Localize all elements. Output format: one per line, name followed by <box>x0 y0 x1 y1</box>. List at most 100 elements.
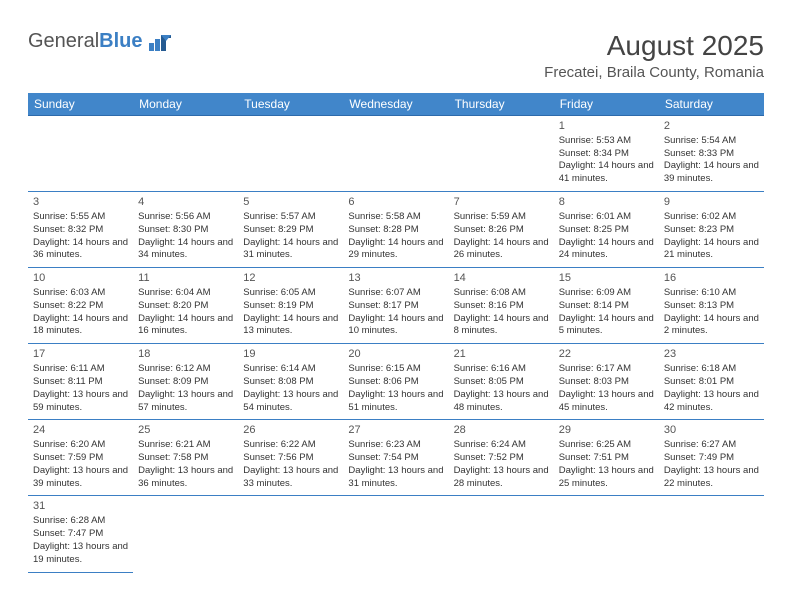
day-number: 12 <box>243 271 338 286</box>
sunrise: Sunrise: 6:27 AM <box>664 439 759 452</box>
logo-text-a: General <box>28 30 99 52</box>
sunrise: Sunrise: 5:55 AM <box>33 211 128 224</box>
sunrise: Sunrise: 6:04 AM <box>138 287 233 300</box>
empty-cell <box>343 496 448 572</box>
day-cell: 14Sunrise: 6:08 AMSunset: 8:16 PMDayligh… <box>449 268 554 344</box>
day-number: 24 <box>33 423 128 438</box>
daylight: Daylight: 14 hours and 8 minutes. <box>454 313 549 339</box>
day-number: 25 <box>138 423 233 438</box>
day-info: Sunrise: 6:07 AMSunset: 8:17 PMDaylight:… <box>348 287 443 338</box>
day-info: Sunrise: 6:02 AMSunset: 8:23 PMDaylight:… <box>664 211 759 262</box>
sunrise: Sunrise: 6:28 AM <box>33 515 128 528</box>
day-cell: 11Sunrise: 6:04 AMSunset: 8:20 PMDayligh… <box>133 268 238 344</box>
empty-cell <box>238 496 343 572</box>
sunset: Sunset: 8:09 PM <box>138 376 233 389</box>
sunrise: Sunrise: 6:18 AM <box>664 363 759 376</box>
day-info: Sunrise: 6:23 AMSunset: 7:54 PMDaylight:… <box>348 439 443 490</box>
calendar-row: 1Sunrise: 5:53 AMSunset: 8:34 PMDaylight… <box>28 116 764 192</box>
sunrise: Sunrise: 6:21 AM <box>138 439 233 452</box>
sunrise: Sunrise: 6:09 AM <box>559 287 654 300</box>
daylight: Daylight: 14 hours and 29 minutes. <box>348 237 443 263</box>
daylight: Daylight: 14 hours and 36 minutes. <box>33 237 128 263</box>
daylight: Daylight: 13 hours and 59 minutes. <box>33 389 128 415</box>
day-header: Friday <box>554 93 659 116</box>
sunset: Sunset: 7:49 PM <box>664 452 759 465</box>
calendar-row: 3Sunrise: 5:55 AMSunset: 8:32 PMDaylight… <box>28 192 764 268</box>
day-number: 7 <box>454 195 549 210</box>
day-info: Sunrise: 6:05 AMSunset: 8:19 PMDaylight:… <box>243 287 338 338</box>
day-cell: 16Sunrise: 6:10 AMSunset: 8:13 PMDayligh… <box>659 268 764 344</box>
day-header-row: SundayMondayTuesdayWednesdayThursdayFrid… <box>28 93 764 116</box>
logo-text-b: Blue <box>99 30 142 52</box>
day-number: 3 <box>33 195 128 210</box>
day-cell: 25Sunrise: 6:21 AMSunset: 7:58 PMDayligh… <box>133 420 238 496</box>
daylight: Daylight: 13 hours and 39 minutes. <box>33 465 128 491</box>
sunrise: Sunrise: 6:02 AM <box>664 211 759 224</box>
daylight: Daylight: 14 hours and 16 minutes. <box>138 313 233 339</box>
sunset: Sunset: 8:14 PM <box>559 300 654 313</box>
day-number: 16 <box>664 271 759 286</box>
daylight: Daylight: 14 hours and 13 minutes. <box>243 313 338 339</box>
day-number: 27 <box>348 423 443 438</box>
day-info: Sunrise: 6:01 AMSunset: 8:25 PMDaylight:… <box>559 211 654 262</box>
daylight: Daylight: 14 hours and 39 minutes. <box>664 160 759 186</box>
sunset: Sunset: 8:03 PM <box>559 376 654 389</box>
day-cell: 28Sunrise: 6:24 AMSunset: 7:52 PMDayligh… <box>449 420 554 496</box>
sunset: Sunset: 8:19 PM <box>243 300 338 313</box>
day-number: 11 <box>138 271 233 286</box>
location: Frecatei, Braila County, Romania <box>544 64 764 81</box>
day-cell: 18Sunrise: 6:12 AMSunset: 8:09 PMDayligh… <box>133 344 238 420</box>
sunrise: Sunrise: 6:24 AM <box>454 439 549 452</box>
sunset: Sunset: 8:17 PM <box>348 300 443 313</box>
day-cell: 12Sunrise: 6:05 AMSunset: 8:19 PMDayligh… <box>238 268 343 344</box>
day-number: 30 <box>664 423 759 438</box>
daylight: Daylight: 14 hours and 26 minutes. <box>454 237 549 263</box>
day-info: Sunrise: 6:22 AMSunset: 7:56 PMDaylight:… <box>243 439 338 490</box>
day-info: Sunrise: 5:55 AMSunset: 8:32 PMDaylight:… <box>33 211 128 262</box>
day-info: Sunrise: 6:04 AMSunset: 8:20 PMDaylight:… <box>138 287 233 338</box>
sunset: Sunset: 8:01 PM <box>664 376 759 389</box>
daylight: Daylight: 13 hours and 25 minutes. <box>559 465 654 491</box>
sunrise: Sunrise: 6:22 AM <box>243 439 338 452</box>
day-info: Sunrise: 5:59 AMSunset: 8:26 PMDaylight:… <box>454 211 549 262</box>
daylight: Daylight: 13 hours and 33 minutes. <box>243 465 338 491</box>
logo-text: GeneralBlue <box>28 30 143 53</box>
sunrise: Sunrise: 6:14 AM <box>243 363 338 376</box>
day-cell: 29Sunrise: 6:25 AMSunset: 7:51 PMDayligh… <box>554 420 659 496</box>
daylight: Daylight: 13 hours and 31 minutes. <box>348 465 443 491</box>
title-block: August 2025 Frecatei, Braila County, Rom… <box>544 30 764 81</box>
sunrise: Sunrise: 6:07 AM <box>348 287 443 300</box>
calendar-table: SundayMondayTuesdayWednesdayThursdayFrid… <box>28 93 764 573</box>
daylight: Daylight: 14 hours and 31 minutes. <box>243 237 338 263</box>
empty-cell <box>343 116 448 192</box>
day-cell: 8Sunrise: 6:01 AMSunset: 8:25 PMDaylight… <box>554 192 659 268</box>
sunrise: Sunrise: 6:15 AM <box>348 363 443 376</box>
day-cell: 6Sunrise: 5:58 AMSunset: 8:28 PMDaylight… <box>343 192 448 268</box>
day-number: 23 <box>664 347 759 362</box>
sunset: Sunset: 7:58 PM <box>138 452 233 465</box>
day-header: Wednesday <box>343 93 448 116</box>
day-info: Sunrise: 6:08 AMSunset: 8:16 PMDaylight:… <box>454 287 549 338</box>
day-info: Sunrise: 5:57 AMSunset: 8:29 PMDaylight:… <box>243 211 338 262</box>
chart-icon <box>149 33 171 51</box>
day-number: 15 <box>559 271 654 286</box>
sunrise: Sunrise: 5:54 AM <box>664 135 759 148</box>
day-cell: 15Sunrise: 6:09 AMSunset: 8:14 PMDayligh… <box>554 268 659 344</box>
day-cell: 13Sunrise: 6:07 AMSunset: 8:17 PMDayligh… <box>343 268 448 344</box>
daylight: Daylight: 14 hours and 5 minutes. <box>559 313 654 339</box>
day-number: 10 <box>33 271 128 286</box>
sunrise: Sunrise: 6:12 AM <box>138 363 233 376</box>
sunset: Sunset: 8:23 PM <box>664 224 759 237</box>
daylight: Daylight: 14 hours and 10 minutes. <box>348 313 443 339</box>
sunrise: Sunrise: 5:56 AM <box>138 211 233 224</box>
empty-cell <box>133 116 238 192</box>
sunset: Sunset: 8:32 PM <box>33 224 128 237</box>
daylight: Daylight: 13 hours and 57 minutes. <box>138 389 233 415</box>
day-info: Sunrise: 6:12 AMSunset: 8:09 PMDaylight:… <box>138 363 233 414</box>
day-header: Monday <box>133 93 238 116</box>
day-info: Sunrise: 6:28 AMSunset: 7:47 PMDaylight:… <box>33 515 128 566</box>
day-cell: 4Sunrise: 5:56 AMSunset: 8:30 PMDaylight… <box>133 192 238 268</box>
day-cell: 1Sunrise: 5:53 AMSunset: 8:34 PMDaylight… <box>554 116 659 192</box>
sunset: Sunset: 8:22 PM <box>33 300 128 313</box>
day-info: Sunrise: 6:18 AMSunset: 8:01 PMDaylight:… <box>664 363 759 414</box>
